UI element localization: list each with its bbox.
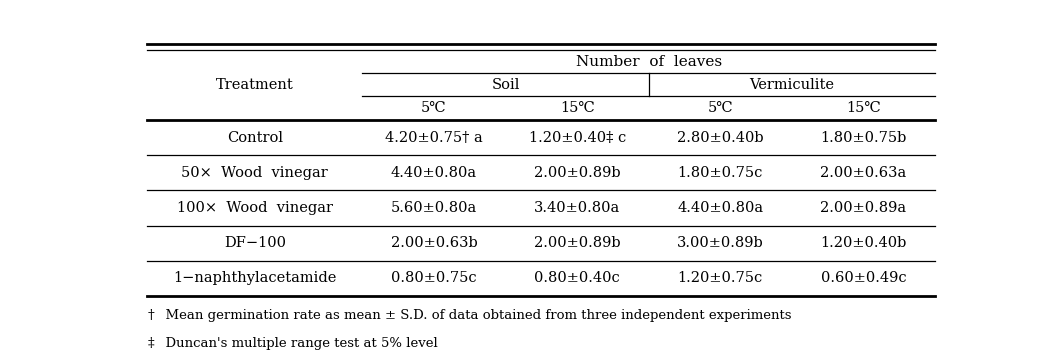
- Text: 2.00±0.63b: 2.00±0.63b: [391, 236, 478, 250]
- Text: Soil: Soil: [492, 78, 520, 92]
- Text: 15℃: 15℃: [846, 101, 881, 115]
- Text: 4.40±0.80a: 4.40±0.80a: [677, 201, 763, 215]
- Text: 4.40±0.80a: 4.40±0.80a: [391, 166, 477, 180]
- Text: 1−naphthylacetamide: 1−naphthylacetamide: [173, 271, 336, 285]
- Text: 50×  Wood  vinegar: 50× Wood vinegar: [181, 166, 328, 180]
- Text: 3.00±0.89b: 3.00±0.89b: [677, 236, 764, 250]
- Text: 2.00±0.89a: 2.00±0.89a: [821, 201, 907, 215]
- Text: 2.80±0.40b: 2.80±0.40b: [677, 131, 764, 145]
- Text: †: †: [147, 309, 154, 322]
- Text: 1.80±0.75b: 1.80±0.75b: [821, 131, 907, 145]
- Text: 3.40±0.80a: 3.40±0.80a: [534, 201, 620, 215]
- Text: 2.00±0.89b: 2.00±0.89b: [533, 166, 620, 180]
- Text: 4.20±0.75† a: 4.20±0.75† a: [386, 131, 483, 145]
- Text: 5℃: 5℃: [707, 101, 734, 115]
- Text: Vermiculite: Vermiculite: [749, 78, 834, 92]
- Text: Duncan's multiple range test at 5% level: Duncan's multiple range test at 5% level: [157, 336, 438, 350]
- Text: 1.20±0.40b: 1.20±0.40b: [821, 236, 907, 250]
- Text: 100×  Wood  vinegar: 100× Wood vinegar: [177, 201, 333, 215]
- Text: 5.60±0.80a: 5.60±0.80a: [391, 201, 477, 215]
- Text: 1.80±0.75c: 1.80±0.75c: [678, 166, 763, 180]
- Text: 0.80±0.40c: 0.80±0.40c: [534, 271, 620, 285]
- Text: 1.20±0.40‡ c: 1.20±0.40‡ c: [528, 131, 626, 145]
- Text: DF−100: DF−100: [224, 236, 286, 250]
- Text: 0.60±0.49c: 0.60±0.49c: [821, 271, 907, 285]
- Text: Mean germination rate as mean ± S.D. of data obtained from three independent exp: Mean germination rate as mean ± S.D. of …: [157, 309, 791, 322]
- Text: 2.00±0.63a: 2.00±0.63a: [821, 166, 907, 180]
- Text: Number  of  leaves: Number of leaves: [575, 55, 722, 69]
- Text: 0.80±0.75c: 0.80±0.75c: [391, 271, 477, 285]
- Text: 5℃: 5℃: [421, 101, 446, 115]
- Text: 15℃: 15℃: [560, 101, 594, 115]
- Text: Treatment: Treatment: [216, 78, 293, 92]
- Text: 1.20±0.75c: 1.20±0.75c: [678, 271, 763, 285]
- Text: Control: Control: [226, 131, 283, 145]
- Text: 2.00±0.89b: 2.00±0.89b: [533, 236, 620, 250]
- Text: ‡: ‡: [147, 336, 154, 350]
